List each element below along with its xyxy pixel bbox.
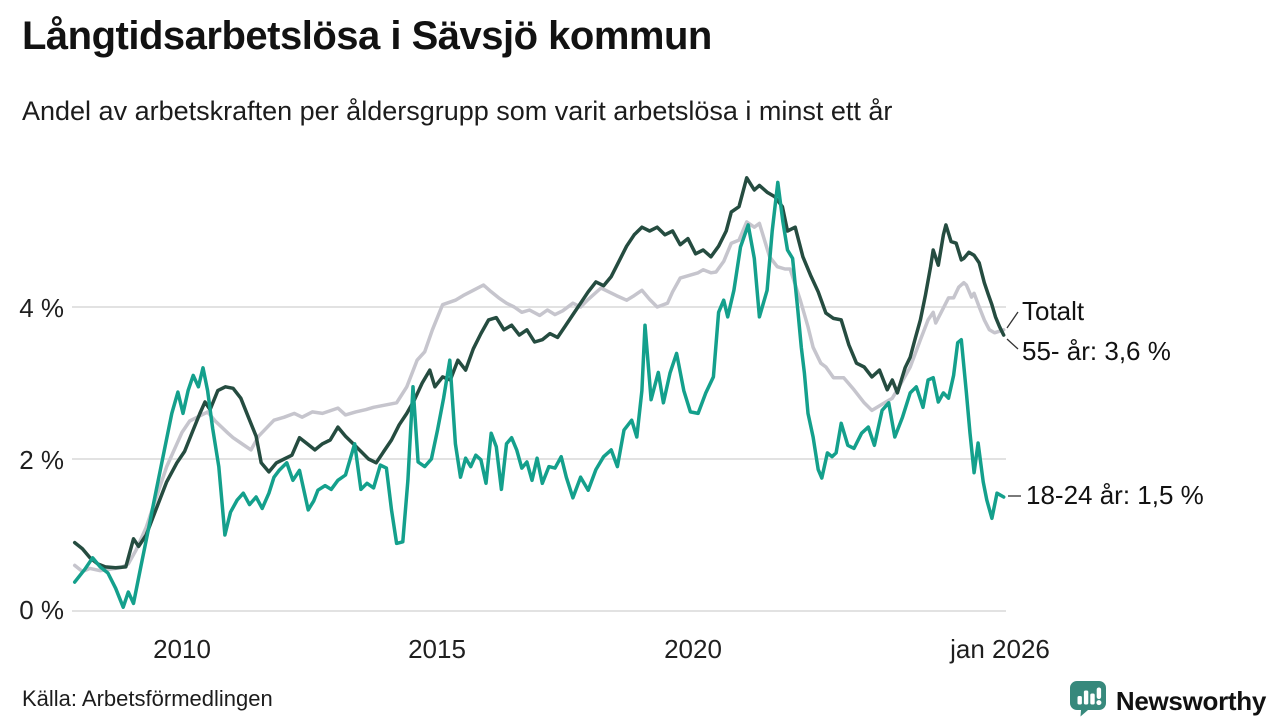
- newsworthy-speech-bubble-bar-chart-icon: [1068, 680, 1108, 722]
- y-axis-tick-0-percent: 0 %: [19, 595, 64, 625]
- series-label-18-24-ar: 18-24 år: 1,5 %: [1026, 480, 1204, 510]
- x-axis-tick-jan-2026: jan 2026: [950, 634, 1050, 664]
- newsworthy-logo[interactable]: Newsworthy: [1068, 680, 1266, 722]
- series-line-totalt: [72, 220, 1006, 574]
- source-credit: Källa: Arbetsförmedlingen: [22, 686, 273, 711]
- leader-line-totalt: [1006, 311, 1019, 329]
- series-label-totalt: Totalt: [1022, 296, 1085, 326]
- series-label-55-ar: 55- år: 3,6 %: [1022, 336, 1171, 366]
- newsworthy-wordmark: Newsworthy: [1115, 685, 1266, 716]
- x-axis-tick-2015: 2015: [408, 634, 466, 664]
- x-axis-tick-2010: 2010: [153, 634, 211, 664]
- y-axis-tick-2-percent: 2 %: [19, 445, 64, 475]
- chart-title: Långtidsarbetslösa i Sävsjö kommun: [22, 14, 712, 58]
- series-line-55-r: [72, 176, 1006, 570]
- series-line-18-24-r: [72, 180, 1006, 609]
- leader-line-55-ar: [1006, 338, 1019, 350]
- x-axis-tick-2020: 2020: [664, 634, 722, 664]
- chart-subtitle: Andel av arbetskraften per åldersgrupp s…: [22, 96, 893, 126]
- y-axis-tick-4-percent: 4 %: [19, 293, 64, 323]
